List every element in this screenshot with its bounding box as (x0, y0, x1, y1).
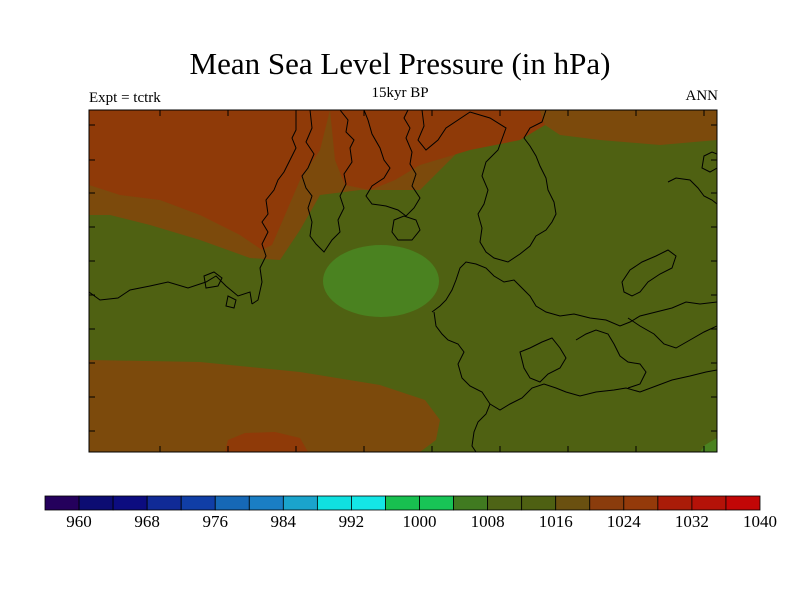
colorbar-tick-label: 968 (134, 512, 160, 531)
coastline-island-1 (203, 271, 223, 289)
plot-title: Mean Sea Level Pressure (in hPa) (189, 46, 611, 81)
coastline-europe (417, 110, 557, 263)
colorbar-tick-label: 1000 (402, 512, 437, 531)
coastlines (89, 110, 717, 452)
coastline-africa (489, 369, 717, 411)
coastline-baltic (667, 177, 717, 205)
pressure-field (89, 110, 717, 452)
coastline-black-sea (621, 249, 677, 297)
coastline-iberia (433, 311, 491, 452)
colorbar-swatch (691, 495, 727, 511)
pressure-contour-high-greenland (89, 110, 330, 250)
pressure-contour-mid-high-northeast (540, 110, 717, 145)
colorbar-swatch (248, 495, 284, 511)
season-label: ANN (685, 88, 719, 104)
colorbar-swatch (657, 495, 693, 511)
colorbar-swatch (589, 495, 625, 511)
colorbar-swatch (725, 495, 761, 511)
colorbar-swatch (453, 495, 489, 511)
colorbar-tick-labels: 960 968 976 984 992 1000 1008 1016 1024 1032 1040 (0, 511, 800, 533)
pressure-contour-high-north (330, 110, 545, 190)
plot-subtitle: 15kyr BP (371, 85, 429, 101)
colorbar-swatch (146, 495, 182, 511)
colorbar-tick-label: 1040 (743, 512, 777, 531)
coastline-island-2 (225, 295, 237, 309)
colorbar-swatch (623, 495, 659, 511)
colorbar-swatch (555, 495, 591, 511)
coastline-island-3 (363, 110, 421, 217)
coastline-balkans (575, 329, 647, 389)
pressure-contour-mid-high-south (89, 360, 440, 452)
colorbar-swatch (180, 495, 216, 511)
colorbar-tick-label: 1024 (606, 512, 641, 531)
coastline-europe-south (431, 261, 717, 327)
coastline-caspian-west (627, 317, 717, 349)
colorbar-tick-label: 1008 (470, 512, 505, 531)
coastline-italy (519, 337, 567, 383)
colorbar-swatch (419, 495, 454, 511)
colorbar-tick-label: 984 (270, 512, 297, 531)
colorbar-swatch (112, 495, 148, 511)
map-frame (88, 109, 718, 453)
colorbar-swatch (282, 495, 318, 511)
colorbar-tick-label: 976 (202, 512, 228, 531)
coastline-greenland (251, 110, 297, 305)
coastline-baffin (89, 275, 253, 305)
colorbar-swatch (385, 495, 420, 511)
colorbar-tick-label: 1016 (538, 512, 573, 531)
coastline-island-4 (391, 215, 421, 241)
colorbar-swatch (44, 495, 80, 511)
colorbar-tick-label: 1032 (674, 512, 709, 531)
colorbar (44, 495, 761, 511)
pressure-contour-low-atlantic (323, 245, 439, 317)
colorbar-swatch (78, 495, 114, 511)
pressure-contour-high-south (225, 432, 308, 452)
map-frame-ticks (89, 110, 717, 452)
colorbar-swatch (487, 495, 523, 511)
colorbar-tick-label: 992 (338, 512, 365, 531)
colorbar-swatch (351, 495, 386, 511)
colorbar-swatch (214, 495, 250, 511)
colorbar-swatch (316, 495, 352, 511)
coastline-white-sea (701, 151, 717, 173)
experiment-label: Expt = tctrk (89, 90, 161, 106)
colorbar-tick-label: 960 (66, 512, 92, 531)
colorbar-swatch (521, 495, 557, 511)
coastline-iceland (301, 110, 355, 253)
